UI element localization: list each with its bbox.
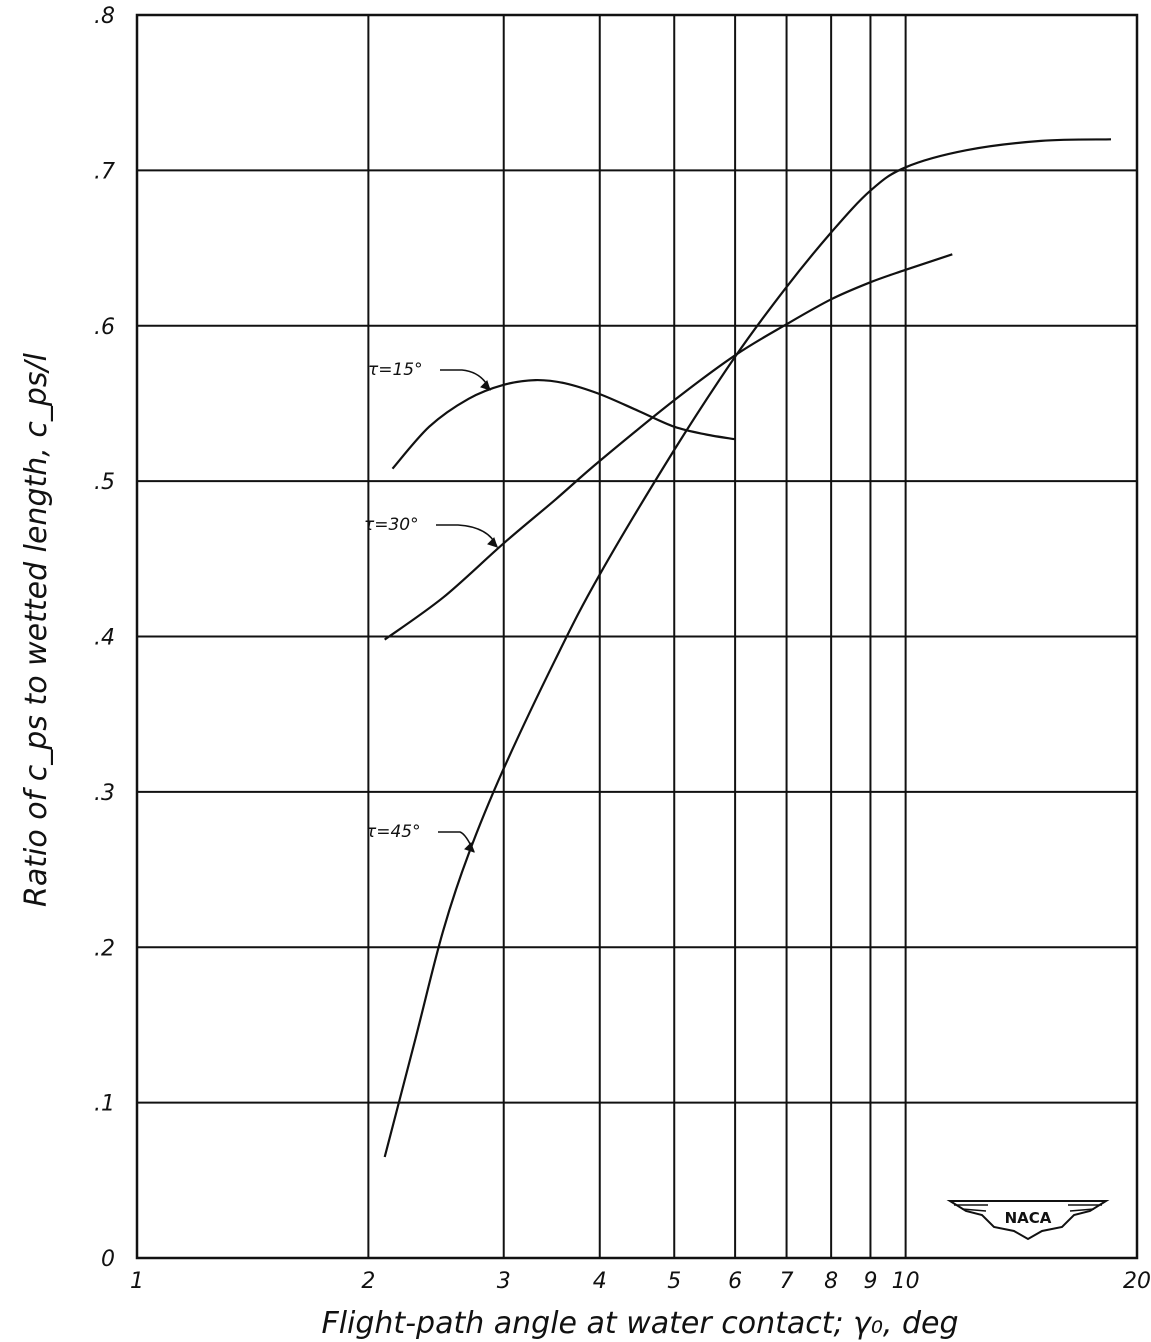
x-axis-title: Flight-path angle at water contact; γ₀, … bbox=[321, 1306, 958, 1341]
x-tick-label-3: 3 bbox=[497, 1269, 511, 1294]
y-tick-label-.8: .8 bbox=[94, 4, 115, 29]
plot-frame bbox=[135, 13, 1139, 1260]
y-tick-label-.6: .6 bbox=[94, 315, 115, 340]
y-tick-label-.5: .5 bbox=[94, 470, 115, 495]
series-label-tau-30: τ=30° bbox=[364, 515, 419, 535]
series-arrowhead-tau-15 bbox=[480, 380, 491, 391]
series-label-tau-15: τ=15° bbox=[368, 360, 423, 380]
x-tick-label-2: 2 bbox=[361, 1269, 375, 1294]
series-arrowhead-tau-30 bbox=[487, 537, 498, 548]
series-label-tau-45: τ=45° bbox=[366, 822, 421, 842]
series-line-tau-15 bbox=[391, 378, 736, 470]
curve-layer bbox=[383, 138, 1112, 1158]
x-tick-label-4: 4 bbox=[593, 1269, 607, 1294]
x-tick-label-8: 8 bbox=[824, 1269, 838, 1294]
x-tick-label-1: 1 bbox=[130, 1269, 144, 1294]
label-layer: 1 2 3 4 5 6 7 8 9 10 20 0 .1 .2 .3 .4 .5 .6 .7 .8 τ=15° τ=30°… bbox=[94, 4, 1151, 1294]
x-tick-label-7: 7 bbox=[780, 1269, 794, 1294]
naca-logo: NACA bbox=[946, 1200, 1110, 1241]
naca-logo-feathers bbox=[954, 1204, 1102, 1212]
y-tick-label-.4: .4 bbox=[94, 626, 115, 651]
grid-layer bbox=[135, 13, 1139, 1260]
naca-logo-text: NACA bbox=[1005, 1209, 1052, 1227]
y-tick-label-.7: .7 bbox=[94, 159, 115, 184]
x-tick-label-20: 20 bbox=[1123, 1269, 1151, 1294]
y-tick-label-.2: .2 bbox=[94, 936, 115, 961]
y-axis-title: Ratio of c_ps to wetted length, c_ps/l bbox=[19, 352, 54, 907]
x-tick-label-9: 9 bbox=[863, 1269, 877, 1294]
y-tick-label-.1: .1 bbox=[94, 1092, 115, 1117]
series-line-tau-45 bbox=[383, 138, 1112, 1158]
y-tick-label-.3: .3 bbox=[94, 781, 115, 806]
x-tick-label-5: 5 bbox=[667, 1269, 681, 1294]
x-tick-label-10: 10 bbox=[892, 1269, 920, 1294]
y-tick-label-0: 0 bbox=[101, 1247, 115, 1272]
series-line-tau-30 bbox=[384, 253, 953, 641]
series-arrowhead-tau-45 bbox=[464, 842, 475, 853]
x-tick-label-6: 6 bbox=[728, 1269, 742, 1294]
